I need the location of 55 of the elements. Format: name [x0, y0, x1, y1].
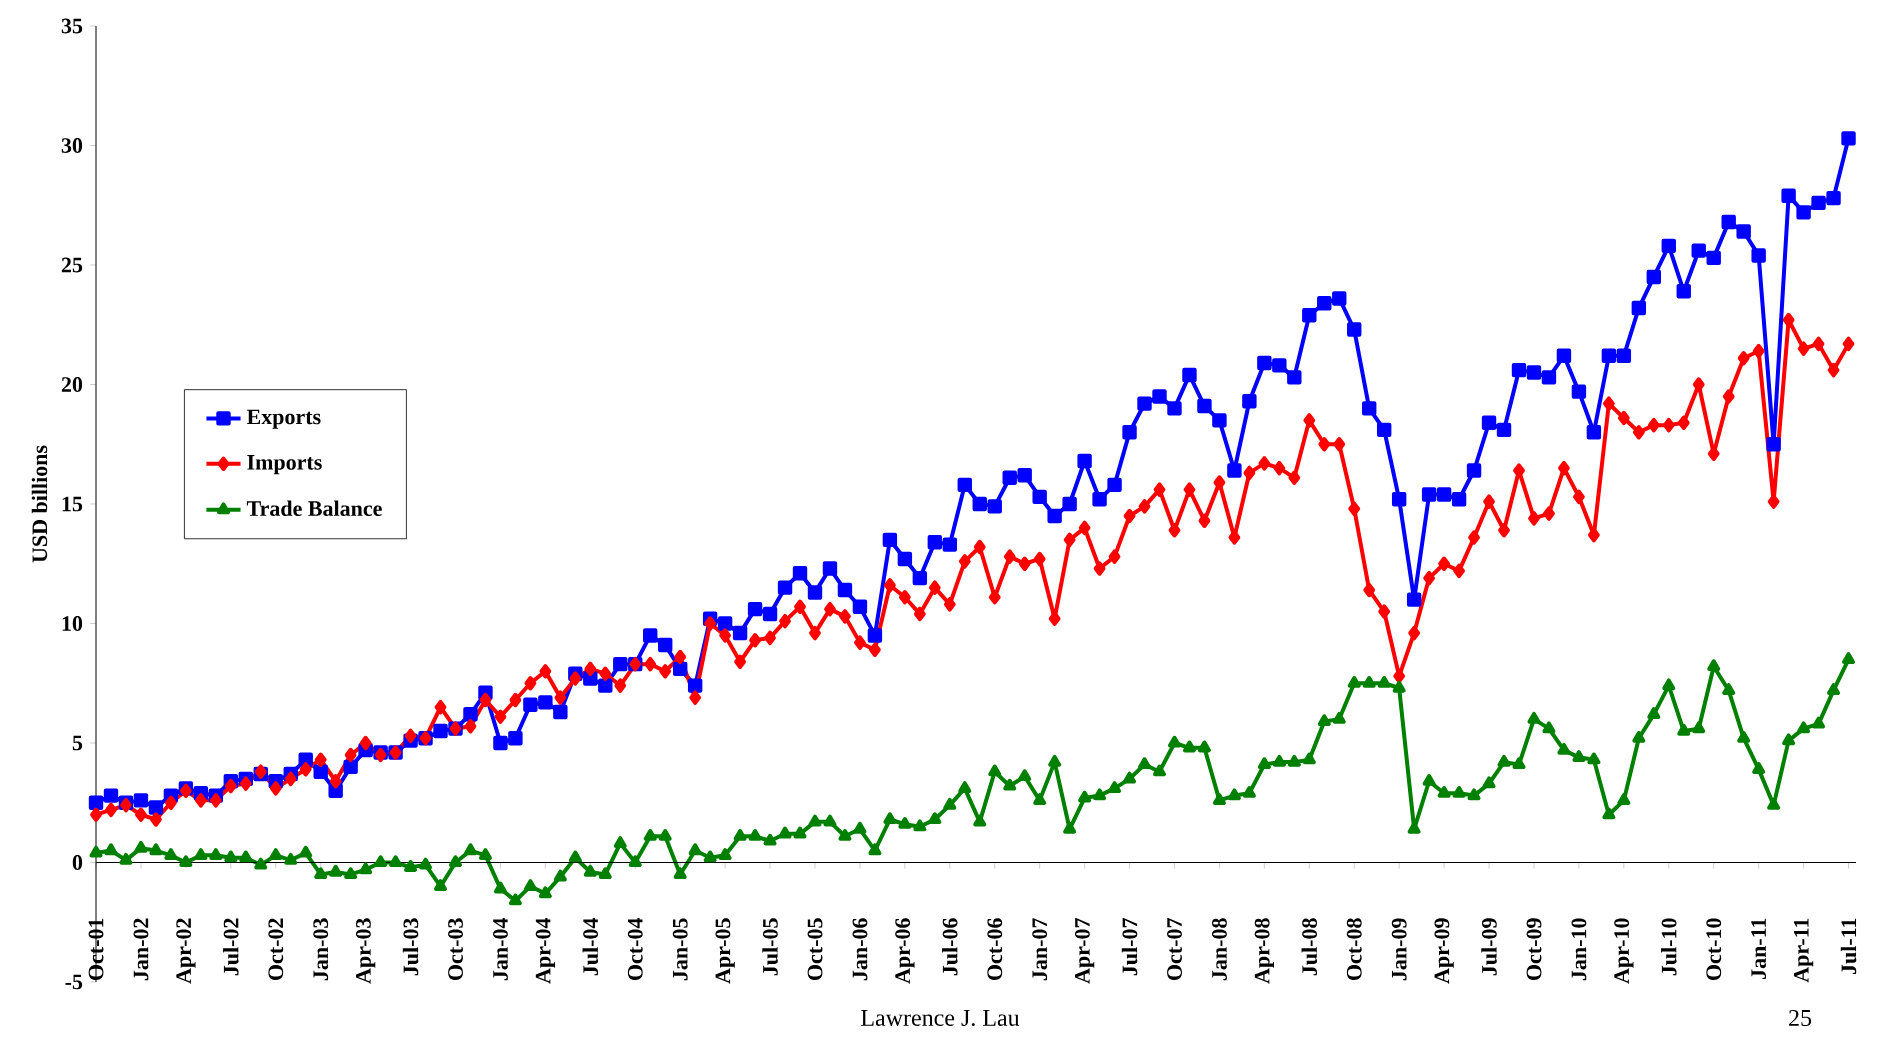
x-tick-label: Apr-09	[1434, 918, 1454, 984]
x-tick-label: Jul-04	[582, 918, 599, 976]
x-tick-label: Jan-04	[493, 918, 508, 981]
x-tick-label: Jan-06	[852, 918, 868, 981]
x-tick-label: Apr-11	[1793, 918, 1814, 983]
x-tick-label: Jan-08	[1212, 918, 1227, 981]
x-tick-label: Jul-05	[762, 918, 778, 976]
x-tick-label: Jul-10	[1661, 918, 1677, 976]
x-tick-label: Jul-02	[223, 918, 239, 976]
legend-label: Exports	[246, 409, 321, 429]
x-tick-label: Apr-05	[715, 918, 735, 984]
x-tick-label: Oct-08	[1346, 918, 1362, 981]
legend-label: Imports	[247, 455, 322, 475]
x-tick-label: Jul-03	[402, 918, 419, 976]
x-tick-label: Jan-11	[1751, 918, 1767, 979]
x-tick-label: Oct-01	[88, 918, 104, 981]
x-tick-label: Jan-10	[1571, 918, 1587, 981]
y-tick-label: 20	[61, 377, 83, 392]
x-tick-label: Jan-05	[672, 918, 688, 981]
y-tick-label: 25	[61, 257, 83, 273]
y-tick-label: 30	[61, 138, 83, 153]
y-tick-label: 35	[61, 18, 83, 34]
y-tick-label: -5	[65, 974, 83, 990]
y-tick-label: 15	[62, 496, 83, 512]
x-tick-label: Apr-03	[355, 918, 376, 984]
x-tick-label: Apr-04	[535, 918, 556, 984]
x-tick-label: Apr-07	[1074, 918, 1095, 984]
x-tick-label: Apr-08	[1254, 918, 1274, 984]
x-tick-label: Oct-10	[1706, 918, 1722, 981]
y-tick-label: 5	[72, 735, 83, 751]
text: Lawrence J. Lau	[861, 1009, 1020, 1027]
x-tick-label: Oct-04	[627, 917, 643, 981]
y-tick-label: 10	[62, 616, 83, 631]
y-axis-title: USD billions	[31, 445, 48, 563]
x-tick-label: Oct-02	[268, 918, 284, 981]
x-tick-label: Oct-09	[1526, 918, 1542, 981]
x-tick-label: Jul-11	[1840, 918, 1857, 975]
x-tick-label: Apr-02	[176, 918, 196, 984]
text: 25	[1789, 1009, 1812, 1027]
x-tick-label: Jan-03	[313, 918, 329, 981]
x-tick-label: Apr-06	[895, 918, 915, 984]
x-tick-label: Apr-10	[1614, 918, 1634, 984]
x-tick-label: Jan-07	[1032, 918, 1048, 981]
x-tick-label: Jul-06	[942, 918, 958, 976]
x-tick-label: Jan-02	[133, 918, 149, 981]
x-tick-label: Jul-09	[1481, 918, 1497, 976]
x-tick-label: Jan-09	[1391, 918, 1407, 981]
x-tick-label: Oct-05	[807, 918, 823, 981]
x-tick-label: Oct-06	[987, 918, 1003, 981]
x-tick-label: Oct-07	[1167, 918, 1182, 981]
x-tick-label: Jul-07	[1121, 918, 1138, 976]
x-tick-label: Jul-08	[1301, 918, 1318, 976]
x-tick-label: Oct-03	[448, 918, 463, 981]
legend-label: Trade Balance	[246, 500, 382, 516]
y-tick-label: 0	[72, 855, 83, 870]
